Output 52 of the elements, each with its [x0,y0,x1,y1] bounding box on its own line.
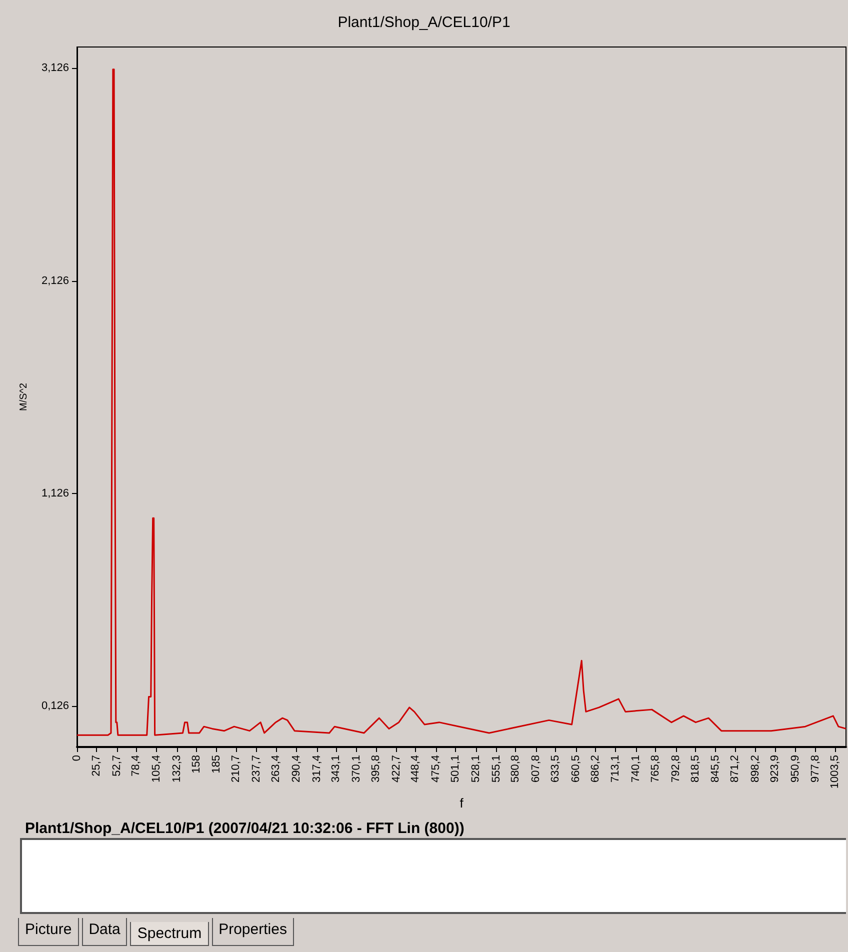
x-tick-label: 633,5 [550,755,562,783]
text: Properties [212,918,294,946]
x-tick-label: 448,4 [410,755,422,783]
x-tick-label: 923,9 [768,755,781,783]
line-series [76,68,847,736]
x-tick-label: 713,1 [610,755,622,783]
y-tick-label: 1,126 [41,487,69,500]
x-tick-label: 555,1 [490,755,502,783]
y-axis-title: M/S^2 [18,382,30,412]
x-tick-label: 740,1 [630,755,642,783]
text: Plant1/Shop_A/CEL10/P1 (2007/04/21 10:32:06 - FFT Lin (800)) [25,820,464,837]
x-tick-label: 1003,5 [829,755,842,789]
x-tick-label: 132,3 [170,755,183,783]
y-tick-label: 0,126 [41,700,69,712]
x-axis-title: f [460,796,464,811]
x-tick-label: 898,2 [750,755,762,783]
x-tick-label: 370,1 [350,755,363,783]
x-tick-label: 185 [210,755,223,774]
x-tick-label: 845,5 [710,755,722,783]
x-tick-label: 475,4 [430,755,442,783]
x-tick-label: 528,1 [470,755,482,783]
x-tick-label: 607,8 [530,755,542,783]
x-tick-label: 158 [190,755,202,774]
x-tick-label: 52,7 [110,755,123,776]
y-tick-label: 3,126 [41,62,69,74]
y-tick-label: 2,126 [41,274,69,287]
x-tick-label: 237,7 [250,755,263,783]
text: Spectrum [130,922,209,946]
x-tick-label: 78,4 [130,755,142,776]
x-tick-label: 950,9 [789,755,802,783]
x-tick-label: 317,4 [310,755,323,783]
x-tick-label: 422,7 [390,755,402,783]
x-tick-label: 871,2 [729,755,742,783]
x-tick-label: 660,5 [570,755,582,783]
x-tick-label: 501,1 [450,755,462,783]
x-tick-label: 580,8 [510,755,522,783]
x-tick-label: 0 [71,755,83,762]
x-tick-label: 395,8 [370,755,382,783]
x-tick-label: 686,2 [589,755,602,783]
text: Data [82,918,128,946]
x-tick-label: 25,7 [90,755,102,776]
x-tick-label: 818,5 [689,755,702,783]
x-tick-label: 343,1 [330,755,342,783]
text: Picture [18,918,79,946]
x-tick-label: 210,7 [230,755,242,783]
x-tick-label: 290,4 [290,755,302,783]
x-tick-label: 765,8 [649,755,662,783]
x-tick-label: 977,8 [810,755,822,783]
chart-title: Plant1/Shop_A/CEL10/P1 [338,14,510,31]
x-tick-label: 792,8 [670,755,682,783]
x-tick-label: 263,4 [270,755,282,783]
x-tick-label: 105,4 [150,755,163,783]
